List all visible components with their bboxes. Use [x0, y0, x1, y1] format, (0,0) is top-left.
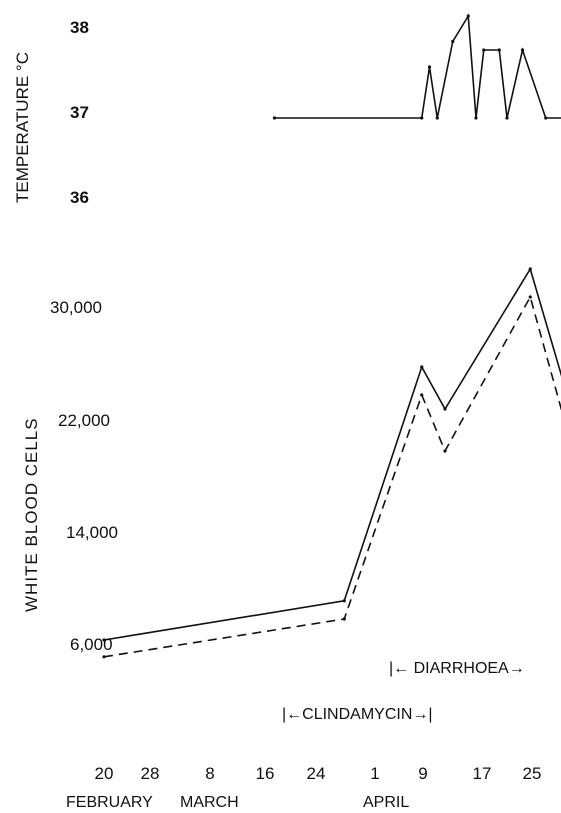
wbc-dashed-point-4	[528, 295, 532, 299]
temperature-series	[272, 13, 561, 120]
temperature-point-2	[427, 65, 432, 69]
x-tick-label: 9	[418, 764, 427, 783]
temperature-point-6	[474, 116, 478, 120]
temp-tick-37: 37	[70, 103, 89, 122]
x-tick-label: 16	[256, 764, 275, 783]
temperature-point-4	[451, 39, 455, 44]
x-tick-label: 20	[95, 764, 114, 783]
temperature-point-8	[497, 48, 501, 52]
temperature-point-0	[272, 116, 277, 120]
temperature-point-7	[482, 48, 486, 52]
wbc-dashed-line	[103, 294, 561, 658]
wbc-tick-14000: 14,000	[66, 523, 118, 542]
x-month-label: FEBRUARY	[66, 794, 153, 811]
x-tick-label: 24	[307, 764, 326, 783]
wbc-tick-30000: 30,000	[50, 298, 102, 317]
wbc-dashed-point-3	[443, 449, 447, 453]
x-tick-label: 8	[205, 764, 214, 783]
temp-tick-38: 38	[70, 18, 89, 37]
diarrhoea-annotation: |← DIARRHOEA→	[389, 660, 525, 677]
x-tick-label: 1	[370, 764, 379, 783]
x-tick-label: 28	[141, 764, 160, 783]
wbc-solid-point-2	[420, 365, 424, 369]
wbc-solid-line	[103, 267, 561, 641]
x-axis-months: FEBRUARY MARCH APRIL	[66, 794, 409, 811]
wbc-dashed-point-0	[102, 655, 106, 659]
temp-tick-36: 36	[70, 188, 89, 207]
temperature-point-1	[420, 116, 424, 120]
temperature-point-10	[520, 48, 525, 52]
temperature-line	[274, 13, 561, 119]
clindamycin-annotation: |←CLINDAMYCIN→|	[282, 706, 433, 723]
wbc-solid-point-3	[443, 407, 447, 411]
x-month-label: MARCH	[180, 794, 239, 811]
temperature-point-11	[544, 116, 548, 120]
wbc-series	[102, 267, 561, 659]
wbc-dashed-point-1	[342, 617, 346, 621]
temperature-point-9	[505, 116, 509, 120]
temperature-axis-label: TEMPERATURE °C	[13, 52, 32, 203]
temperature-point-3	[435, 116, 439, 120]
temperature-point-5	[466, 14, 470, 18]
wbc-dashed-point-2	[420, 393, 424, 397]
wbc-solid-point-0	[102, 638, 106, 642]
wbc-solid-point-1	[342, 599, 346, 603]
x-month-label: APRIL	[363, 794, 409, 811]
wbc-axis-label: WHITE BLOOD CELLS	[22, 417, 41, 612]
wbc-tick-6000: 6,000	[70, 635, 113, 654]
wbc-tick-22000: 22,000	[58, 411, 110, 430]
x-tick-label: 25	[523, 764, 542, 783]
x-tick-label: 17	[473, 764, 492, 783]
wbc-solid-point-4	[528, 267, 532, 271]
x-axis-ticks: 20 28 8 16 24 1 9 17 25	[95, 764, 542, 783]
